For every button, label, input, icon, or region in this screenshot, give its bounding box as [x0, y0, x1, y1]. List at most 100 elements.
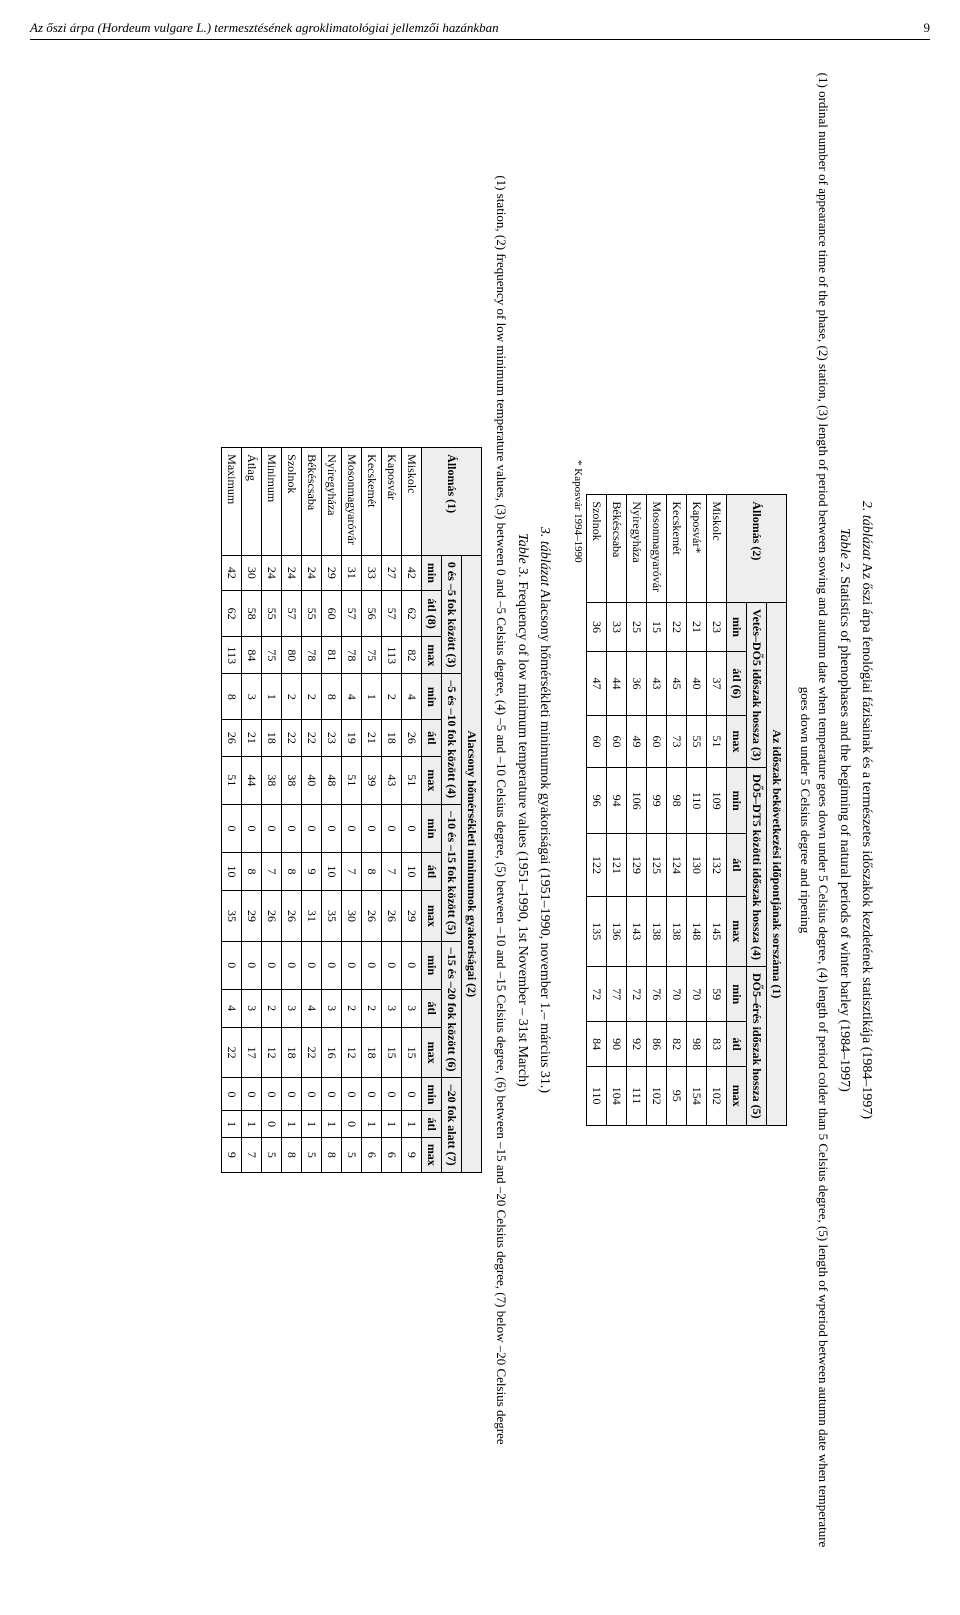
table3: Állomás (1) Alacsony hőmérsékleti minimu… — [221, 447, 482, 1173]
th-max: max — [726, 1066, 746, 1125]
data-cell: 0 — [382, 805, 402, 853]
data-cell: 24 — [262, 555, 282, 590]
th-min: min — [422, 1078, 442, 1111]
data-cell: 4 — [342, 674, 362, 720]
data-cell: 0 — [262, 941, 282, 989]
table-row: Mosonmagyaróvár3157784195107300212005 — [342, 448, 362, 1173]
table3-caption-hu: 3. táblázat Alacsony hőmérsékleti minimu… — [536, 60, 552, 1560]
data-cell: 22 — [302, 720, 322, 756]
data-cell: 2 — [342, 989, 362, 1027]
data-cell: 113 — [382, 637, 402, 674]
data-cell: 2 — [262, 989, 282, 1027]
data-cell: 57 — [282, 591, 302, 637]
table-row: Maximum426211382651010350422019 — [222, 448, 242, 1173]
data-cell: 48 — [322, 756, 342, 804]
data-cell: 0 — [402, 805, 422, 853]
station-cell: Nyíregyháza — [322, 448, 342, 556]
table3-group-a: 0 és –5 fok között (3) — [442, 555, 462, 674]
data-cell: 8 — [282, 852, 302, 890]
data-cell: 82 — [666, 1022, 686, 1066]
data-cell: 0 — [302, 805, 322, 853]
th-min: min — [726, 767, 746, 833]
data-cell: 18 — [282, 1027, 302, 1078]
data-cell: 27 — [382, 555, 402, 590]
data-cell: 0 — [322, 805, 342, 853]
data-cell: 106 — [626, 767, 646, 833]
table3-caption-hu-lead: 3. táblázat — [537, 527, 552, 586]
th-max: max — [422, 756, 442, 804]
data-cell: 23 — [322, 720, 342, 756]
data-cell: 40 — [302, 756, 322, 804]
data-cell: 3 — [402, 989, 422, 1027]
data-cell: 31 — [342, 555, 362, 590]
data-cell: 110 — [686, 767, 706, 833]
data-cell: 21 — [686, 603, 706, 652]
data-cell: 0 — [382, 941, 402, 989]
data-cell: 29 — [322, 555, 342, 590]
data-cell: 17 — [242, 1027, 262, 1078]
th-max: max — [726, 716, 746, 768]
data-cell: 39 — [362, 756, 382, 804]
data-cell: 0 — [362, 1078, 382, 1111]
data-cell: 0 — [282, 805, 302, 853]
table-row: Kaposvár27571132184307260315016 — [382, 448, 402, 1173]
table-row: Szolnok364760961221357284110 — [586, 495, 606, 1125]
data-cell: 58 — [242, 591, 262, 637]
station-cell: Kaposvár* — [686, 495, 706, 603]
data-cell: 0 — [382, 1078, 402, 1111]
data-cell: 24 — [282, 555, 302, 590]
table2-caption-en-lead: Table 2. — [837, 528, 852, 573]
data-cell: 0 — [362, 805, 382, 853]
data-cell: 15 — [382, 1027, 402, 1078]
th-atl: átl — [726, 1022, 746, 1066]
data-cell: 82 — [402, 637, 422, 674]
data-cell: 0 — [342, 1111, 362, 1137]
table-row: Mosonmagyaróvár154360991251387686102 — [646, 495, 666, 1125]
data-cell: 25 — [626, 603, 646, 652]
data-cell: 1 — [282, 1111, 302, 1137]
data-cell: 72 — [586, 966, 606, 1022]
th-min: min — [726, 966, 746, 1022]
data-cell: 124 — [666, 834, 686, 896]
data-cell: 73 — [666, 716, 686, 768]
data-cell: 30 — [242, 555, 262, 590]
data-cell: 59 — [706, 966, 726, 1022]
data-cell: 84 — [242, 637, 262, 674]
data-cell: 148 — [686, 896, 706, 966]
table-row: Nyíregyháza29608182348010350316018 — [322, 448, 342, 1173]
data-cell: 102 — [706, 1066, 726, 1125]
table-row: Miskolc42628242651010290315019 — [402, 448, 422, 1173]
data-cell: 51 — [706, 716, 726, 768]
data-cell: 42 — [222, 555, 242, 590]
rotated-content: 2. táblázat Az őszi árpa fenológiai fázi… — [219, 60, 880, 1560]
data-cell: 36 — [626, 651, 646, 715]
table2-caption-en-rest: Statistics of phenophases and the beginn… — [837, 573, 852, 1092]
data-cell: 51 — [402, 756, 422, 804]
data-cell: 26 — [382, 891, 402, 942]
data-cell: 113 — [222, 637, 242, 674]
data-cell: 136 — [606, 896, 626, 966]
data-cell: 102 — [646, 1066, 666, 1125]
data-cell: 1 — [322, 1111, 342, 1137]
data-cell: 57 — [342, 591, 362, 637]
data-cell: 26 — [402, 720, 422, 756]
data-cell: 62 — [222, 591, 242, 637]
data-cell: 98 — [666, 767, 686, 833]
th-atl: átl — [422, 720, 442, 756]
data-cell: 22 — [282, 720, 302, 756]
page-header: Az őszi árpa (Hordeum vulgare L.) termes… — [30, 20, 930, 40]
data-cell: 23 — [706, 603, 726, 652]
station-cell: Mosonmagyaróvár — [646, 495, 666, 603]
data-cell: 26 — [282, 891, 302, 942]
data-cell: 81 — [322, 637, 342, 674]
th-atl: átl (8) — [422, 591, 442, 637]
data-cell: 143 — [626, 896, 646, 966]
data-cell: 56 — [362, 591, 382, 637]
running-title: Az őszi árpa (Hordeum vulgare L.) termes… — [30, 20, 499, 36]
data-cell: 72 — [626, 966, 646, 1022]
table-row: Nyíregyháza2536491061291437292111 — [626, 495, 646, 1125]
table2-caption-hu-rest: Az őszi árpa fenológiai fázisainak és a … — [859, 560, 874, 1119]
data-cell: 36 — [586, 603, 606, 652]
data-cell: 33 — [606, 603, 626, 652]
data-cell: 60 — [606, 716, 626, 768]
